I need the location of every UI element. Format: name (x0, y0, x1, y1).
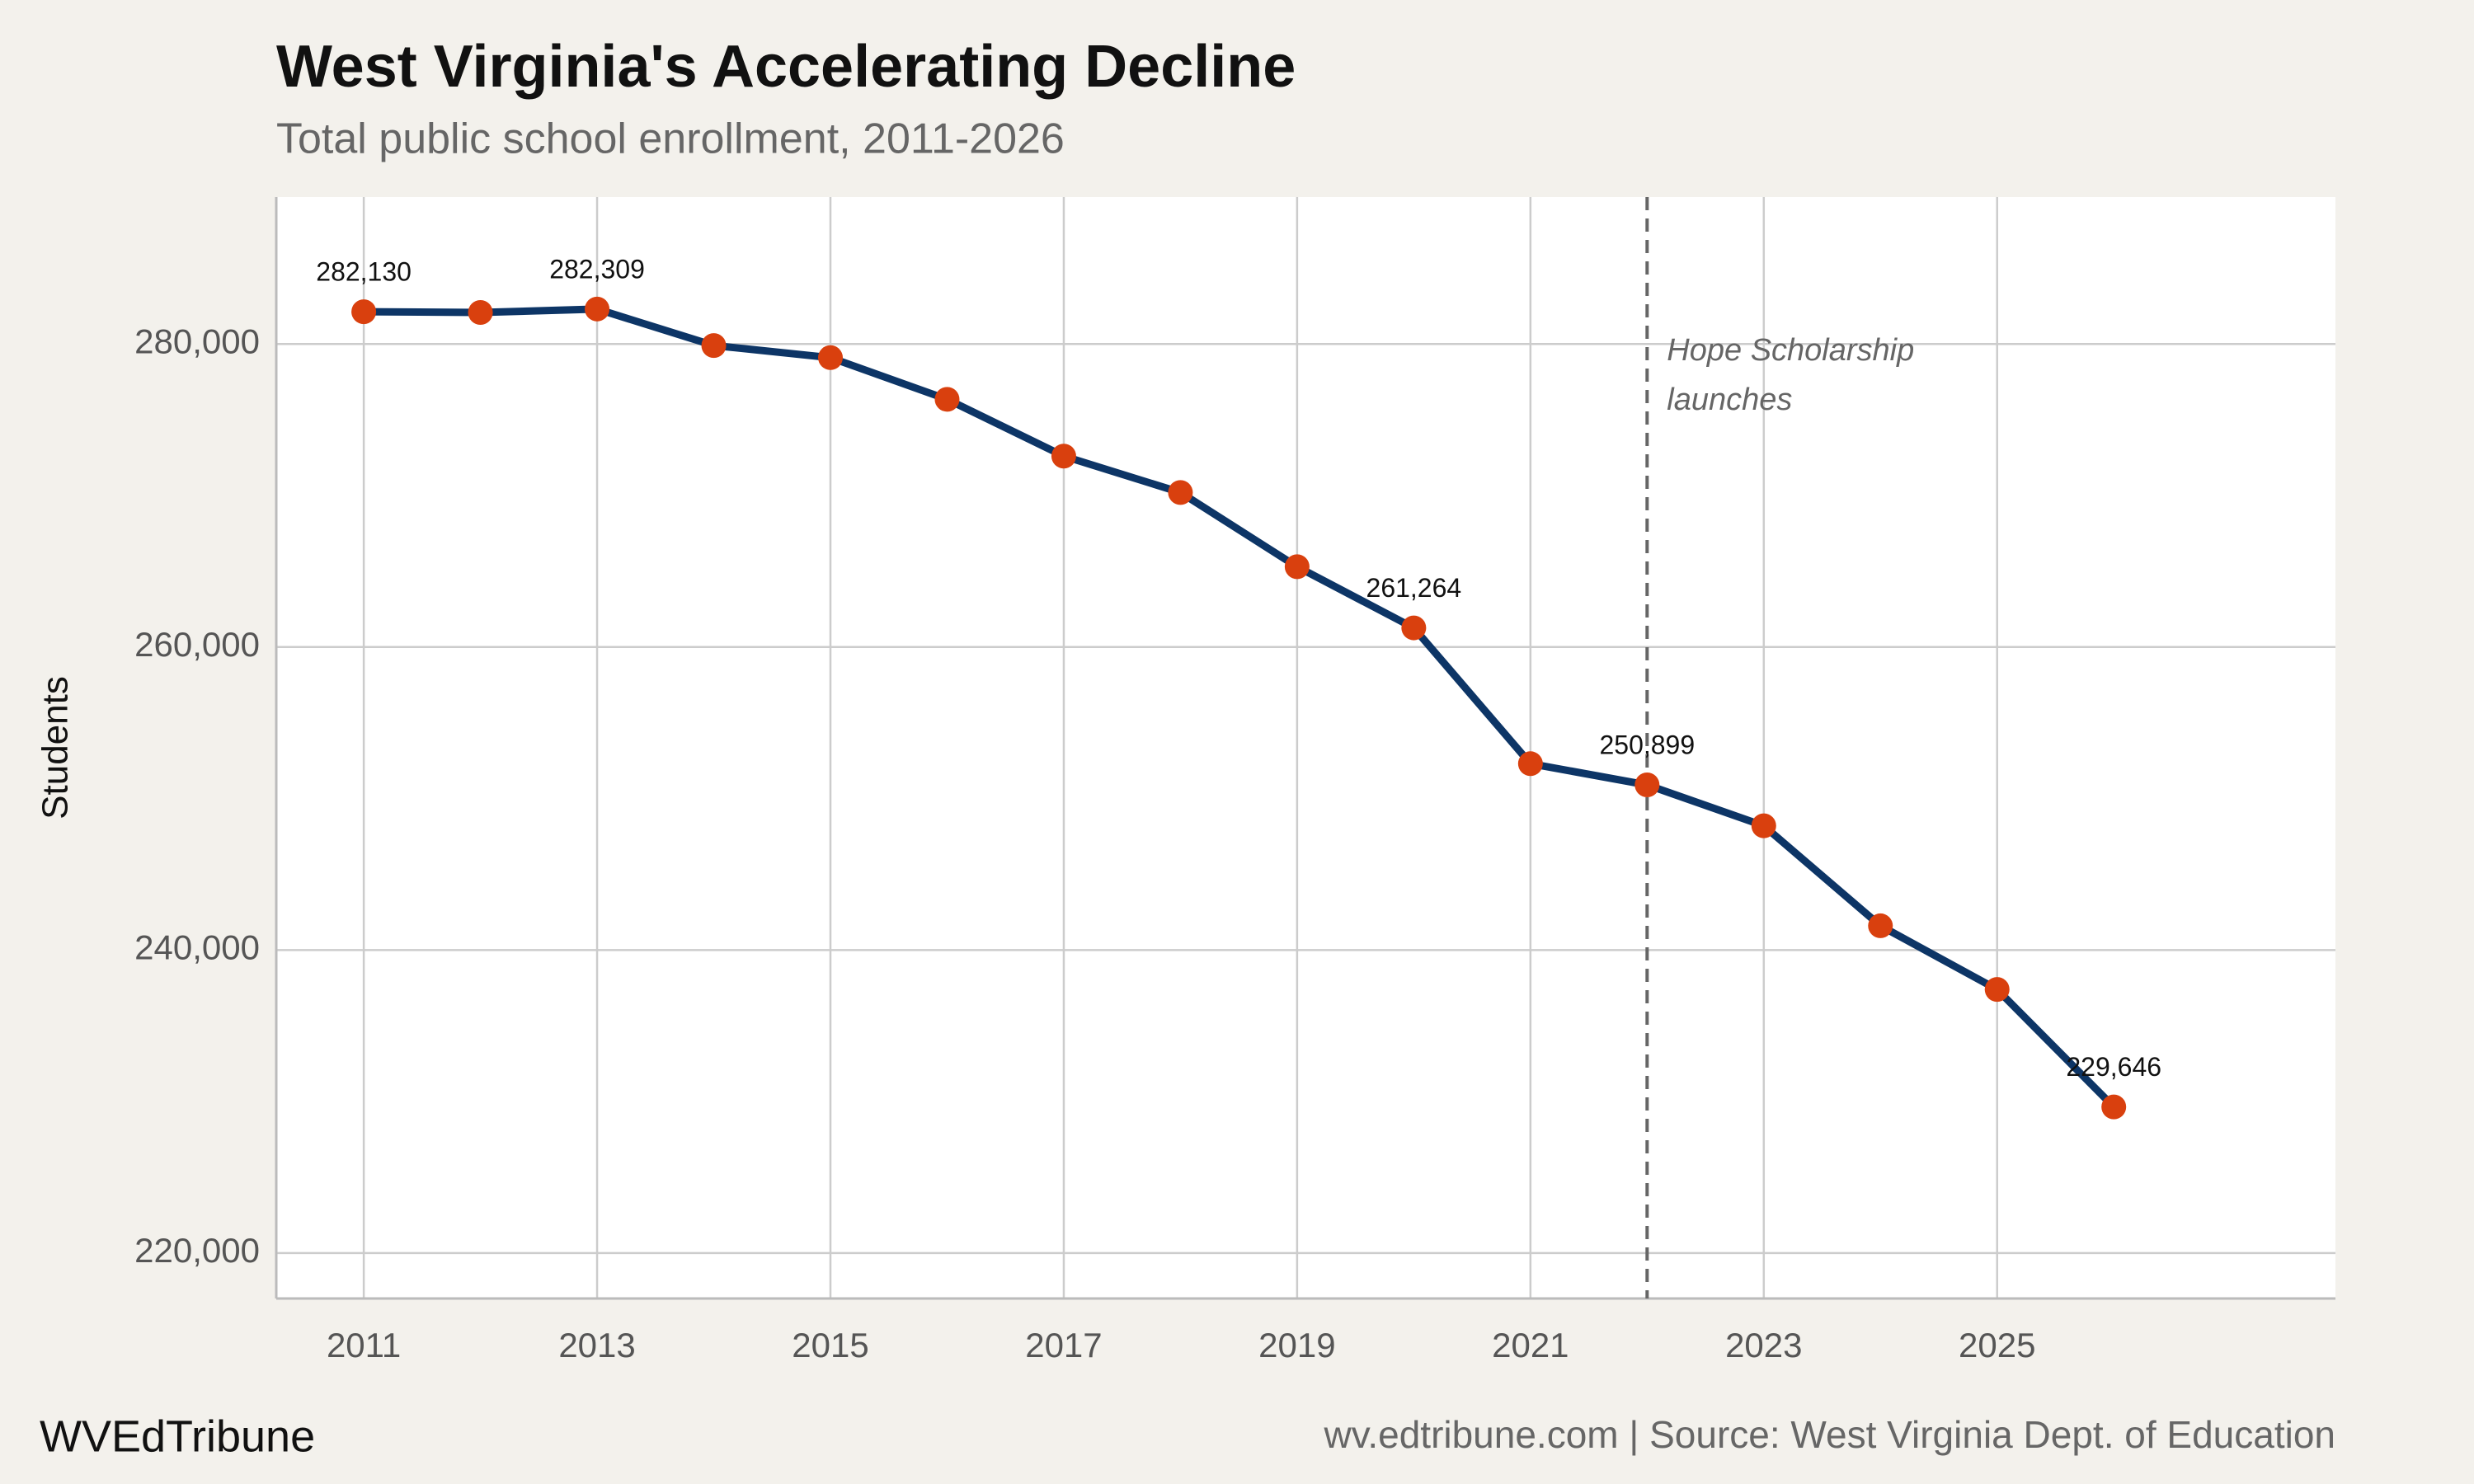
y-axis-label: Students (35, 676, 76, 819)
footer-brand: WVEdTribune (40, 1411, 315, 1461)
point (1517, 751, 1543, 777)
point (1984, 977, 2010, 1003)
x-tick-label: 2019 (1258, 1326, 1335, 1364)
chart-subtitle: Total public school enrollment, 2011-202… (276, 115, 1065, 163)
x-tick-label: 2013 (558, 1326, 635, 1364)
point (1284, 554, 1310, 580)
point (934, 387, 960, 412)
point (1051, 444, 1076, 469)
annotation: launches (1667, 383, 1792, 417)
value-label: 282,309 (549, 254, 645, 284)
value-label: 282,130 (316, 257, 412, 287)
x-tick-label: 2017 (1025, 1326, 1102, 1364)
footer-source: wv.edtribune.com | Source: West Virginia… (1324, 1413, 2335, 1456)
point (468, 300, 493, 326)
point (1751, 813, 1776, 838)
value-label: 229,646 (2066, 1052, 2161, 1082)
point (1401, 615, 1427, 641)
point (2101, 1094, 2127, 1120)
x-tick-label: 2025 (1959, 1326, 2035, 1364)
y-tick-label: 220,000 (134, 1231, 260, 1270)
plot-panel (276, 197, 2335, 1298)
point (701, 333, 727, 359)
point (585, 296, 610, 322)
point (817, 345, 843, 370)
point (1868, 913, 1893, 938)
y-tick-label: 280,000 (134, 322, 260, 360)
y-tick-label: 260,000 (134, 625, 260, 664)
point (1634, 773, 1660, 798)
point (1168, 480, 1193, 505)
x-tick-label: 2021 (1492, 1326, 1569, 1364)
x-tick-label: 2023 (1725, 1326, 1802, 1364)
line (364, 305, 2117, 1110)
chart-title: West Virginia's Accelerating Decline (276, 34, 1296, 100)
point (351, 299, 377, 325)
value-label: 250,899 (1599, 730, 1695, 759)
y-tick-label: 240,000 (134, 928, 260, 966)
x-tick-label: 2015 (792, 1326, 868, 1364)
value-label: 261,264 (1366, 573, 1462, 603)
annotation: Hope Scholarship (1667, 333, 1914, 368)
x-tick-label: 2011 (327, 1326, 401, 1364)
